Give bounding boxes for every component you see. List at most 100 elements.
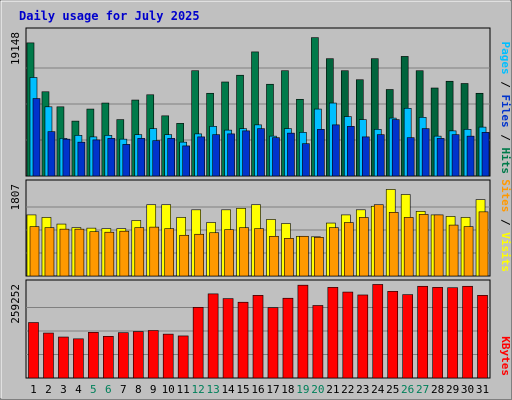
bar-pages-day-20: [317, 129, 325, 177]
legend-separator: /: [499, 212, 512, 232]
bar-kbytes-day-24: [372, 284, 384, 379]
x-tick-day-24: 24: [371, 383, 385, 396]
bar-pages-day-12: [197, 136, 205, 177]
panel-kbytes: 259252 KBytes: [9, 279, 512, 379]
bar-sites-day-19: [299, 235, 309, 277]
bar-pages-day-4: [77, 141, 86, 177]
x-tick-day-3: 3: [60, 383, 67, 396]
bar-sites-day-27: [418, 214, 429, 277]
y-tick-label: 259252: [9, 284, 22, 324]
bar-sites-day-28: [433, 214, 444, 277]
bar-kbytes-day-10: [162, 333, 174, 379]
bar-kbytes-day-5: [88, 332, 99, 379]
x-tick-day-1: 1: [30, 383, 37, 396]
panel-hits-files-pages: 19148 Pages / Files / Hits: [9, 27, 512, 177]
bar-pages-day-10: [167, 138, 176, 177]
bar-sites-day-5: [89, 231, 100, 277]
bar-pages-day-7: [122, 144, 131, 177]
x-tick-day-26: 26: [401, 383, 414, 396]
bar-kbytes-day-1: [28, 322, 39, 379]
x-tick-day-12: 12: [192, 383, 205, 396]
bar-kbytes-day-29: [447, 287, 458, 379]
legend-entry-hits: Hits: [499, 148, 512, 175]
bar-sites-day-17: [269, 235, 279, 277]
x-tick-day-30: 30: [461, 383, 474, 396]
bar-pages-day-26: [406, 137, 415, 177]
bar-pages-day-11: [182, 145, 190, 177]
bar-sites-day-22: [344, 222, 354, 277]
legend-separator: /: [499, 75, 512, 95]
x-tick-day-29: 29: [446, 383, 459, 396]
bar-pages-day-2: [47, 131, 56, 177]
bar-sites-day-23: [358, 217, 369, 277]
panels-group: 19148 Pages / Files / Hits 1807 Sites / Vis…: [9, 27, 512, 379]
x-tick-day-17: 17: [266, 383, 279, 396]
x-tick-day-18: 18: [281, 383, 294, 396]
x-tick-day-28: 28: [431, 383, 444, 396]
bar-kbytes-day-22: [342, 291, 354, 379]
x-tick-day-27: 27: [416, 383, 429, 396]
x-tick-day-23: 23: [356, 383, 369, 396]
bar-sites-day-1: [29, 226, 40, 277]
legend-hits-files-pages: Pages / Files / Hits: [499, 42, 512, 175]
bar-sites-day-24: [373, 204, 384, 277]
bar-sites-day-29: [448, 224, 459, 277]
bar-sites-day-2: [44, 227, 55, 277]
bar-pages-day-1: [32, 98, 41, 177]
bar-pages-day-31: [481, 132, 490, 177]
bar-pages-day-5: [92, 139, 101, 177]
chart-title: Daily usage for July 2025: [19, 9, 200, 23]
bar-pages-day-25: [391, 119, 400, 177]
bar-kbytes-day-31: [477, 295, 488, 379]
bar-pages-day-28: [436, 138, 445, 177]
bar-pages-day-27: [421, 128, 430, 177]
bar-kbytes-day-27: [417, 285, 428, 379]
bar-kbytes-day-17: [267, 307, 279, 379]
legend-separator: /: [499, 128, 512, 148]
legend-kbytes: KBytes: [499, 336, 512, 376]
legend-entry-files: Files: [499, 95, 512, 128]
bar-kbytes-day-23: [357, 294, 369, 379]
x-tick-day-7: 7: [120, 383, 127, 396]
bar-pages-day-19: [302, 143, 310, 177]
bar-pages-day-30: [466, 135, 475, 177]
x-tick-day-25: 25: [386, 383, 399, 396]
bar-sites-day-18: [284, 238, 294, 277]
x-tick-day-10: 10: [162, 383, 175, 396]
bar-pages-day-24: [376, 134, 385, 177]
x-tick-day-5: 5: [90, 383, 97, 396]
bar-sites-day-20: [314, 237, 324, 277]
bar-pages-day-14: [227, 133, 235, 177]
bar-pages-day-9: [152, 140, 161, 177]
bar-kbytes-day-16: [252, 295, 264, 379]
bar-pages-day-18: [287, 132, 295, 177]
bar-sites-day-4: [74, 228, 85, 277]
x-tick-day-11: 11: [177, 383, 190, 396]
x-tick-day-15: 15: [236, 383, 249, 396]
x-tick-day-4: 4: [75, 383, 82, 396]
x-tick-labels: 1 2 3 4 5 6 7 8 9 10 11 12 13 14 15 16 17 18 19 20 21 22 23 24 2…: [30, 383, 489, 396]
x-tick-day-6: 6: [105, 383, 112, 396]
x-tick-day-20: 20: [311, 383, 324, 396]
x-tick-day-13: 13: [206, 383, 219, 396]
bar-kbytes-day-13: [207, 293, 219, 379]
bar-kbytes-day-3: [58, 336, 69, 379]
legend-visits-sites: Sites / Visits: [499, 179, 512, 272]
bar-sites-day-16: [254, 228, 264, 277]
bar-kbytes-day-8: [132, 331, 144, 379]
bar-sites-day-10: [164, 228, 175, 277]
bar-sites-day-15: [239, 227, 249, 277]
bar-sites-day-8: [134, 227, 145, 277]
bar-kbytes-day-4: [73, 338, 84, 379]
bar-kbytes-day-21: [327, 287, 339, 379]
bar-sites-day-31: [478, 211, 489, 277]
y-tick-label: 19148: [9, 32, 22, 65]
panel-visits-sites: 1807 Sites / Visits: [9, 179, 512, 277]
x-tick-day-8: 8: [135, 383, 142, 396]
bar-pages-day-15: [242, 130, 250, 177]
bar-kbytes-day-14: [222, 298, 234, 379]
x-tick-day-19: 19: [296, 383, 309, 396]
x-tick-day-2: 2: [45, 383, 52, 396]
bar-sites-day-25: [388, 212, 399, 277]
